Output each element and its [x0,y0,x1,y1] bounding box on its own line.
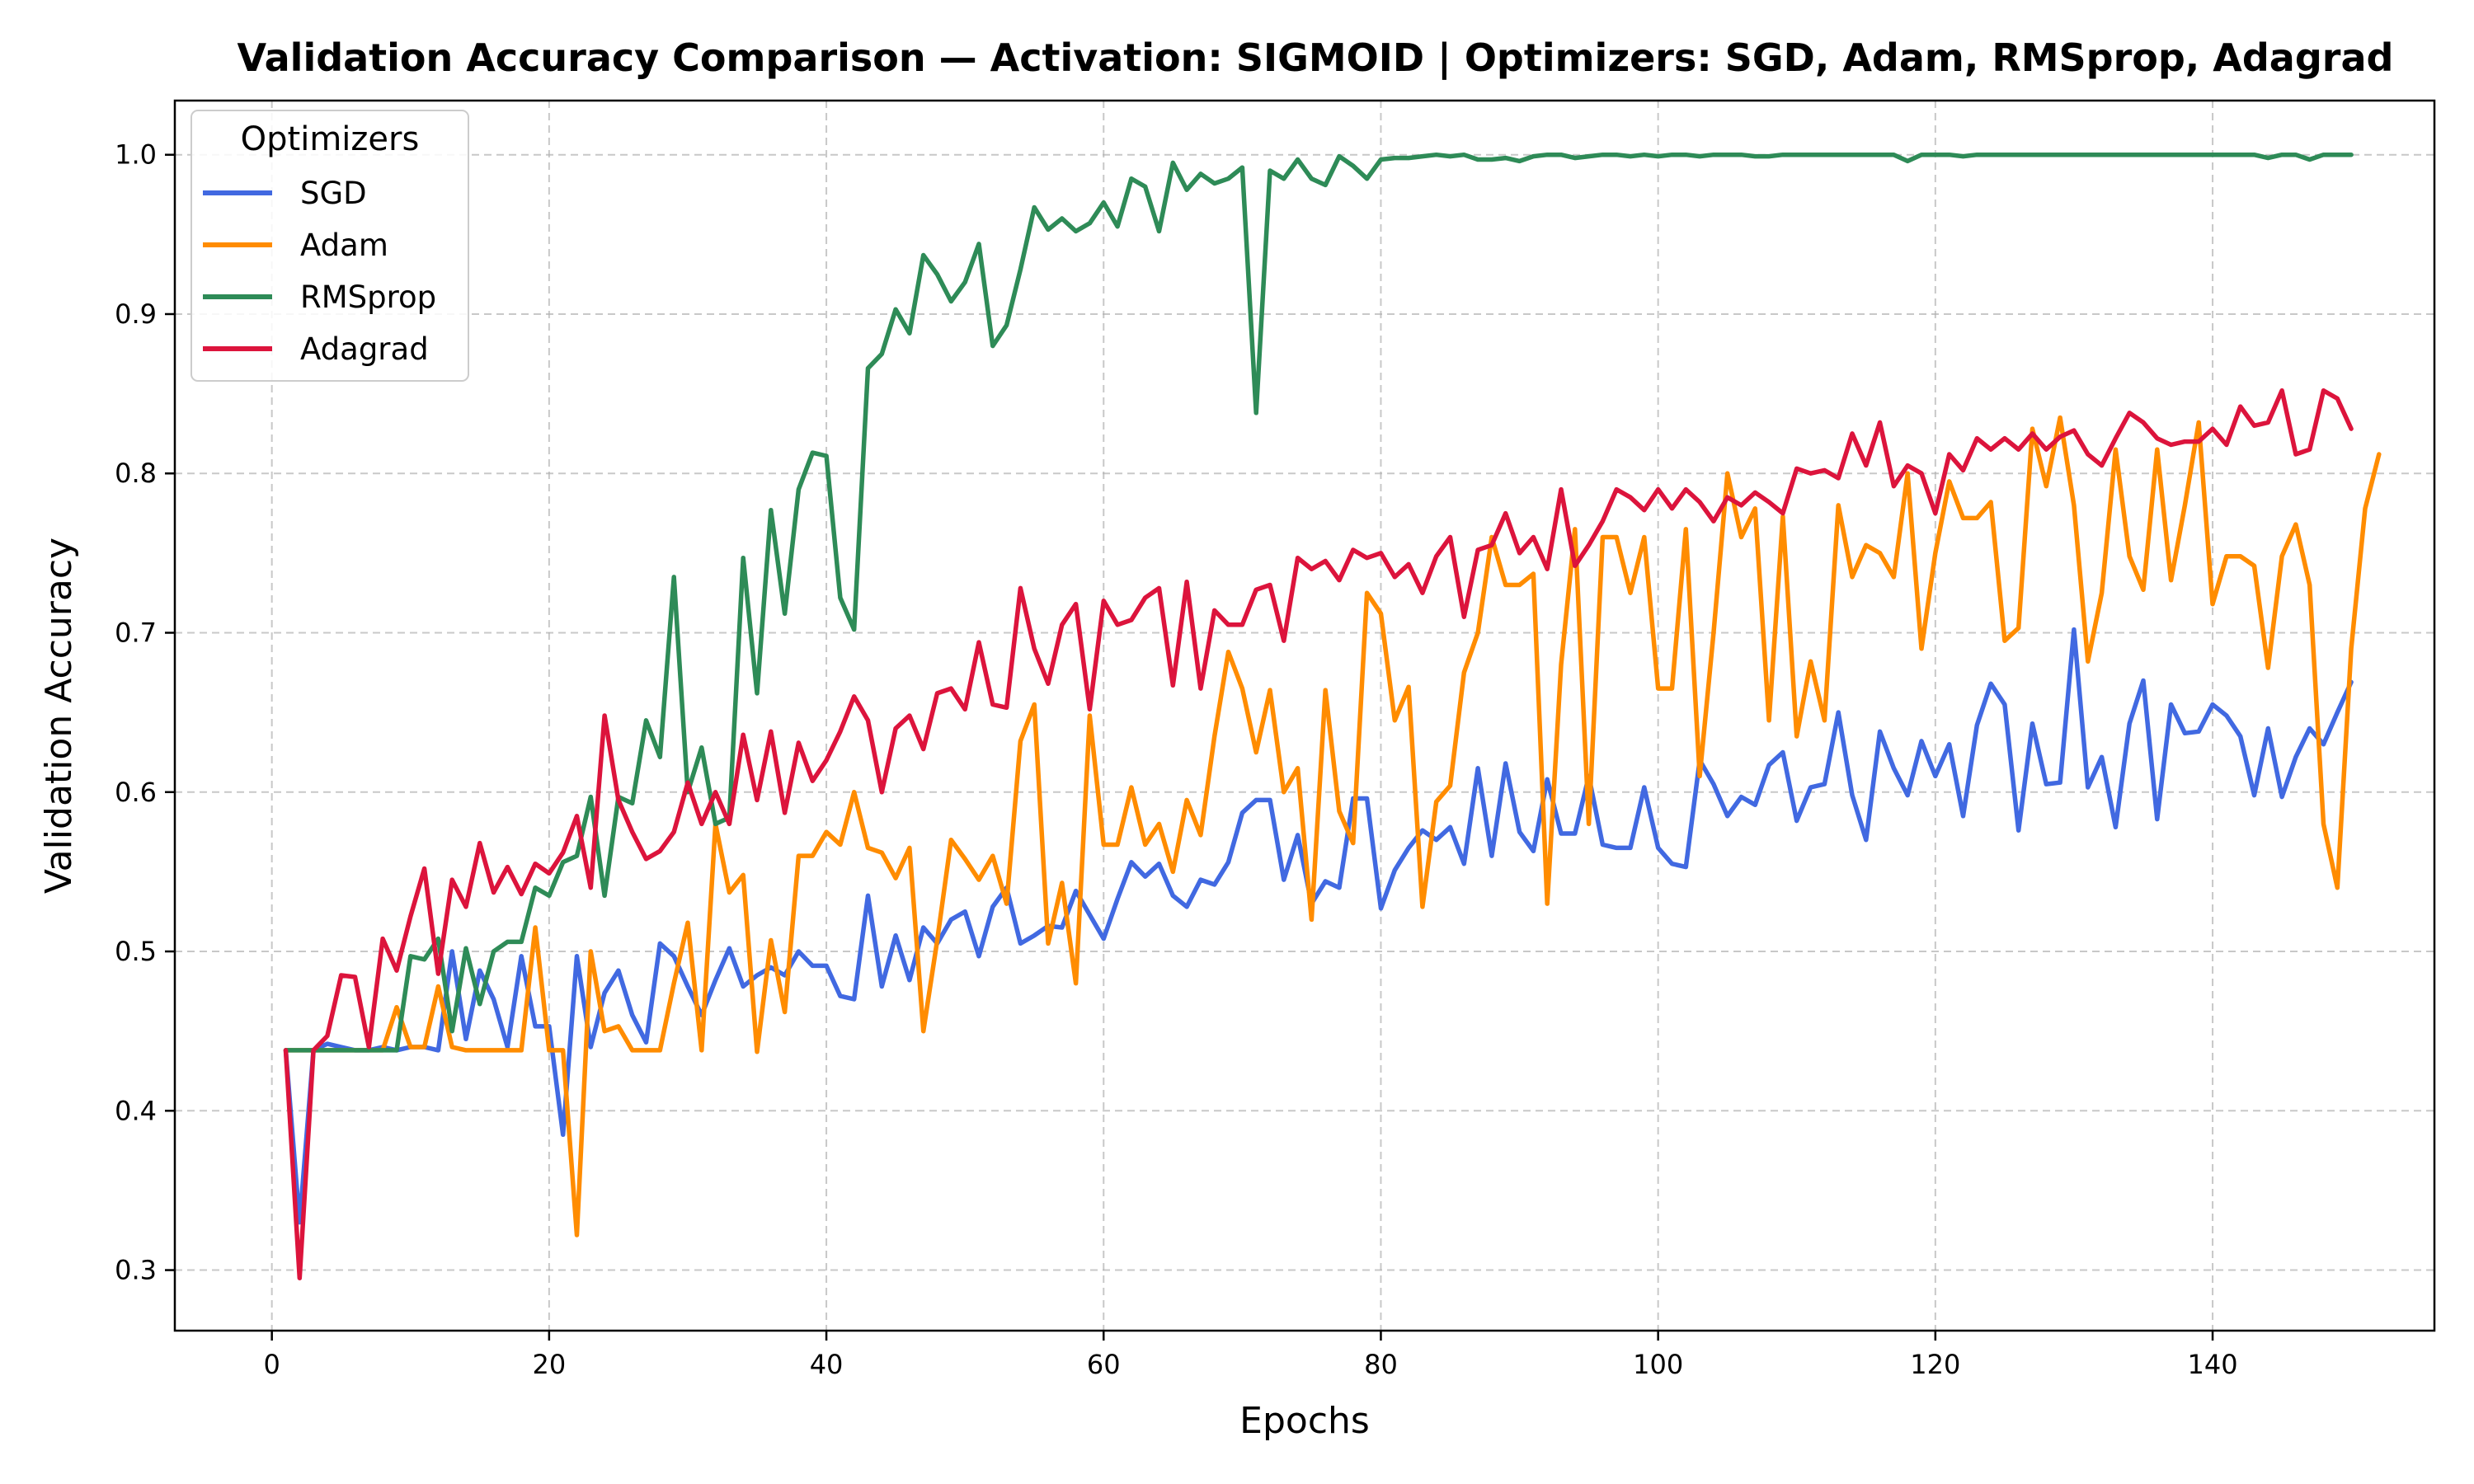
x-tick-label: 80 [1364,1349,1398,1380]
x-tick-label: 20 [533,1349,567,1380]
legend[interactable]: Optimizers SGD Adam RMSprop Adagrad [190,110,469,382]
x-axis-label: Epochs [1239,1400,1370,1442]
series-lines [283,152,2382,1280]
x-tick-label: 140 [2188,1349,2238,1380]
series-line-adam [283,415,2382,1237]
y-tick-label: 0.5 [115,936,157,967]
y-tick-label: 0.9 [115,298,157,330]
series-line-rmsprop [283,152,2354,1053]
y-tick-label: 0.3 [115,1255,157,1286]
x-tick-label: 40 [810,1349,844,1380]
legend-label: SGD [300,176,367,211]
x-tick-label: 60 [1087,1349,1121,1380]
y-tick-label: 0.4 [115,1095,157,1126]
legend-item-adam[interactable]: Adam [203,228,388,263]
x-tick-label: 100 [1633,1349,1683,1380]
legend-box [190,110,469,382]
x-tick-label: 120 [1910,1349,1960,1380]
series-line-adagrad [283,387,2354,1280]
legend-label: Adagrad [300,331,429,367]
y-axis-label: Validation Accuracy [38,538,80,894]
plot-frame [173,99,2436,1332]
x-tick-label: 0 [263,1349,280,1380]
legend-item-adagrad[interactable]: Adagrad [203,331,429,367]
chart-title: Validation Accuracy Comparison — Activat… [238,35,2394,81]
y-tick-label: 0.8 [115,458,157,489]
legend-item-sgd[interactable]: SGD [203,176,367,211]
legend-label: Adam [300,228,388,263]
y-tick-label: 1.0 [115,139,157,171]
legend-title: Optimizers [241,120,420,158]
y-axis: 0.3 0.4 0.5 0.6 0.7 0.8 0.9 1.0 [115,139,175,1286]
legend-item-rmsprop[interactable]: RMSprop [203,279,436,315]
y-tick-label: 0.7 [115,618,157,649]
y-tick-label: 0.6 [115,777,157,808]
legend-label: RMSprop [300,279,436,315]
x-axis: 0 20 40 60 80 100 120 140 [263,1331,2238,1380]
series-line-sgd [283,627,2354,1225]
